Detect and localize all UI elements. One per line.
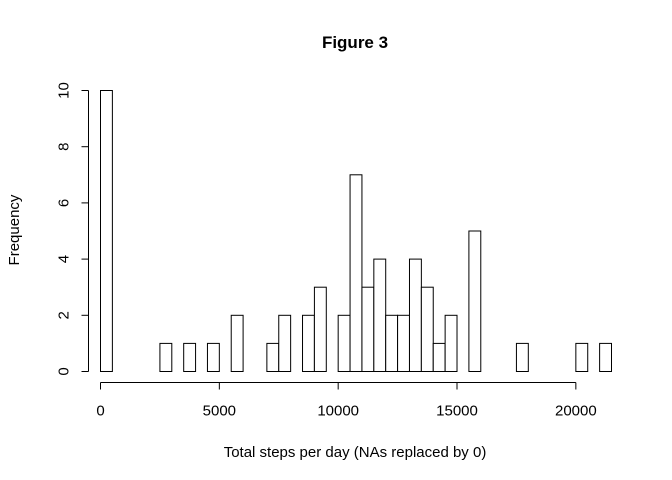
y-tick-label: 4 (56, 255, 73, 263)
histogram-bar (599, 342, 612, 372)
y-tick-label: 10 (56, 82, 73, 99)
histogram-bar (100, 90, 113, 372)
histogram-bar (515, 342, 529, 372)
histogram-bar (432, 342, 446, 372)
y-tick-label: 8 (56, 143, 73, 151)
histogram-bar (420, 286, 434, 373)
bars-group (100, 90, 612, 373)
x-tick-label: 5000 (203, 403, 236, 420)
y-axis-label: Frequency (6, 194, 23, 265)
histogram-bar (444, 314, 458, 372)
x-tick-label: 0 (96, 403, 104, 420)
histogram-bar (302, 314, 315, 372)
histogram-bar (468, 230, 482, 372)
histogram-bar (159, 342, 173, 372)
y-tick-label: 2 (56, 311, 73, 319)
histogram-bar (337, 314, 351, 372)
histogram-bar (575, 342, 589, 372)
chart-title: Figure 3 (322, 33, 388, 52)
y-axis: 0 2 4 6 8 10 (56, 82, 89, 376)
x-tick-label: 10000 (317, 403, 359, 420)
x-axis-label: Total steps per day (NAs replaced by 0) (224, 444, 487, 461)
histogram-bar (278, 314, 292, 372)
histogram-bar (349, 174, 363, 372)
y-tick-label: 0 (56, 367, 73, 375)
x-axis: 0 5000 10000 15000 20000 (96, 382, 597, 420)
histogram-bar (373, 258, 387, 373)
histogram-bar (361, 286, 375, 373)
histogram-bar (183, 342, 197, 372)
histogram-bar (230, 314, 244, 372)
histogram-bar (408, 258, 422, 373)
histogram-bar (397, 314, 410, 372)
y-tick-label: 6 (56, 199, 73, 207)
histogram-bar (266, 342, 280, 372)
histogram-bar (313, 286, 327, 373)
x-tick-label: 15000 (436, 403, 478, 420)
histogram-bar (206, 342, 220, 372)
x-tick-label: 20000 (555, 403, 597, 420)
histogram-bar (385, 314, 399, 372)
